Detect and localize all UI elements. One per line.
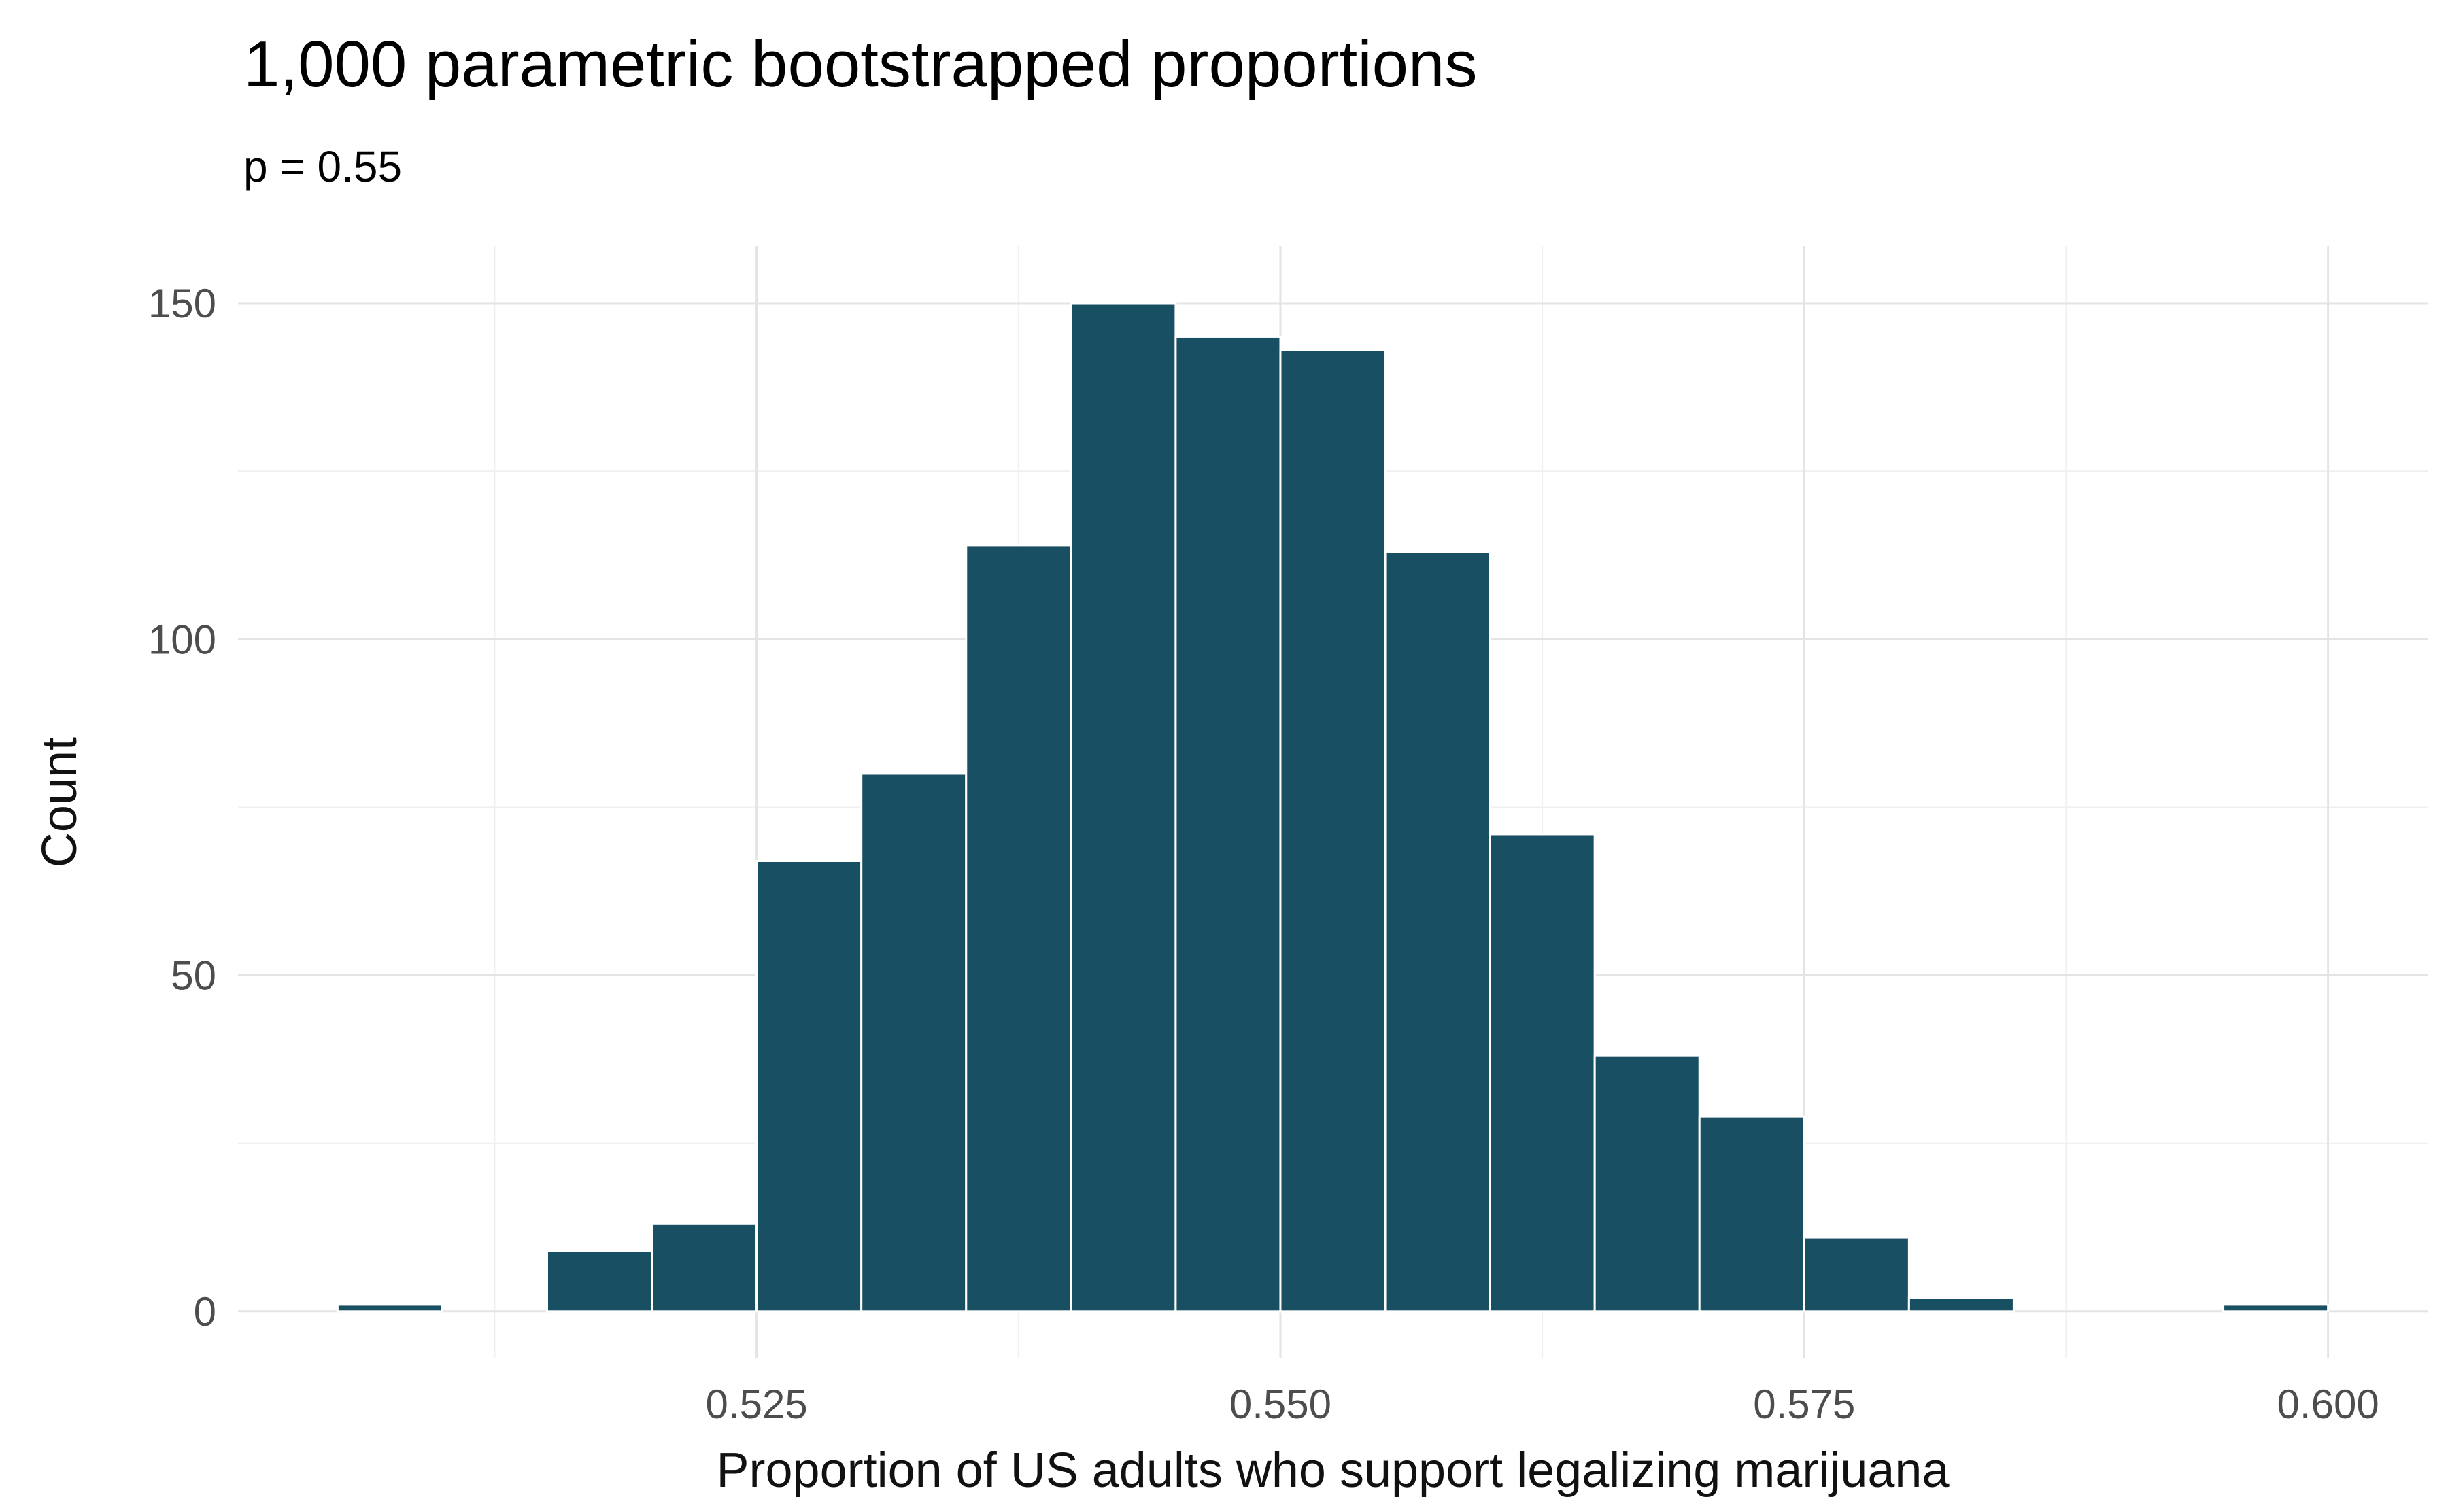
x-tick-label: 0.525 [706,1381,808,1427]
chart-subtitle: p = 0.55 [243,142,403,191]
chart-title: 1,000 parametric bootstrapped proportion… [243,28,1478,101]
y-tick-label: 100 [148,617,216,662]
histogram-bar [965,544,1072,1313]
histogram-bar [336,1303,443,1313]
histogram-bar [860,772,968,1313]
y-tick-label: 150 [148,281,216,326]
histogram-bar [1803,1236,1910,1313]
histogram-bar [755,859,863,1313]
x-tick-label: 0.575 [1753,1381,1855,1427]
histogram-bar [651,1222,758,1313]
histogram-bar [1698,1115,1805,1313]
histogram-bar [1174,335,1282,1313]
x-tick-label: 0.550 [1229,1381,1331,1427]
histogram-bar [1070,302,1177,1313]
histogram-bar [1384,551,1491,1313]
y-tick-label: 50 [171,953,216,999]
histogram-bar [1279,349,1387,1313]
histogram-bar [1489,833,1596,1313]
histogram-bar [2222,1303,2330,1313]
x-axis-title: Proportion of US adults who support lega… [716,1443,1950,1498]
y-axis-title: Count [33,736,87,868]
histogram-bar [1907,1296,2015,1313]
x-tick-label: 0.600 [2277,1381,2379,1427]
y-tick-label: 0 [194,1289,216,1335]
histogram-bar [545,1250,653,1313]
histogram-bar [1593,1054,1701,1313]
